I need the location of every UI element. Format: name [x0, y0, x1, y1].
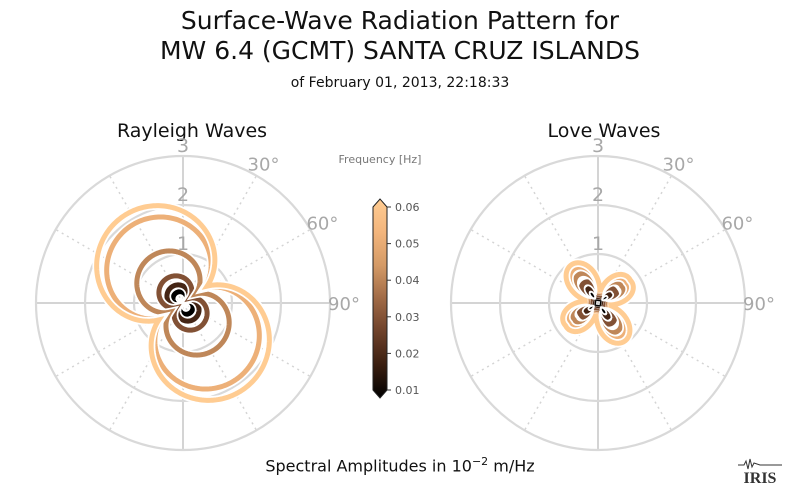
rayleigh-angle-label: 30°	[248, 155, 280, 176]
love-ring-label: 3	[592, 135, 604, 157]
colorbar-tick-label: 0.04	[395, 274, 420, 287]
love-angle-label: 90°	[743, 294, 775, 315]
rayleigh-spoke	[108, 175, 184, 304]
colorbar-tick-label: 0.01	[395, 384, 420, 397]
colorbar-tick-label: 0.05	[395, 238, 420, 251]
rayleigh-spoke	[182, 302, 258, 431]
rayleigh-ring-label: 2	[177, 184, 189, 206]
love-ring-label: 1	[592, 233, 604, 255]
rayleigh-angle-label: 60°	[306, 214, 338, 235]
love-ring	[498, 203, 698, 403]
iris-logo-text: IRIS	[744, 470, 777, 487]
colorbar-bar	[372, 198, 388, 399]
rayleigh-ring-label: 3	[177, 135, 189, 157]
amplitude-label-prefix: Spectral Amplitudes in	[265, 456, 452, 476]
love-curve-0.06	[560, 260, 636, 346]
rayleigh-curve-0.03	[156, 273, 210, 333]
axis-label-amplitude: Spectral Amplitudes in 10−2 m/Hz	[0, 455, 800, 475]
rayleigh-ring-label: 1	[177, 233, 189, 255]
rayleigh-spoke	[108, 302, 184, 431]
love-ring	[449, 154, 747, 452]
rayleigh-curve-0.06	[94, 203, 272, 403]
chart-title-line1: Surface-Wave Radiation Pattern for	[180, 6, 620, 35]
love-angle-label: 30°	[663, 155, 695, 176]
love-ring-label: 2	[592, 184, 604, 206]
colorbar-tick-label: 0.06	[395, 201, 420, 214]
love-polar-plot: 1 2 3 30° 60° 90°	[449, 135, 775, 452]
iris-logo: IRIS	[738, 458, 782, 487]
rayleigh-ring	[34, 154, 332, 452]
rayleigh-panel-title: Rayleigh Waves	[116, 120, 268, 142]
amplitude-unit-exponent: −2	[471, 455, 489, 468]
rayleigh-polar-plot: 1 2 3 30° 60° 90°	[34, 135, 360, 452]
love-panel-title: Love Waves	[547, 120, 661, 142]
rayleigh-spoke	[182, 175, 258, 304]
colorbar-label: Frequency [Hz]	[339, 153, 422, 166]
chart-title-line2: MW 6.4 (GCMT) SANTA CRUZ ISLANDS	[159, 36, 640, 65]
colorbar-tick-label: 0.03	[395, 311, 420, 324]
love-angle-label: 60°	[721, 214, 753, 235]
love-ring	[547, 252, 649, 354]
amplitude-unit-suffix: m/Hz	[488, 456, 535, 476]
rayleigh-angle-label: 90°	[328, 294, 360, 315]
rayleigh-ring	[83, 203, 283, 403]
amplitude-unit-base: 10	[451, 456, 472, 476]
chart-subtitle: of February 01, 2013, 22:18:33	[290, 75, 510, 91]
colorbar-tick-label: 0.02	[395, 347, 420, 360]
rayleigh-curve-0.04	[134, 248, 232, 358]
rayleigh-curve-0.05	[104, 214, 262, 392]
frequency-colorbar: Frequency [Hz] 0.06 0.05 0.04 0.03 0.02 0.01	[339, 153, 422, 399]
